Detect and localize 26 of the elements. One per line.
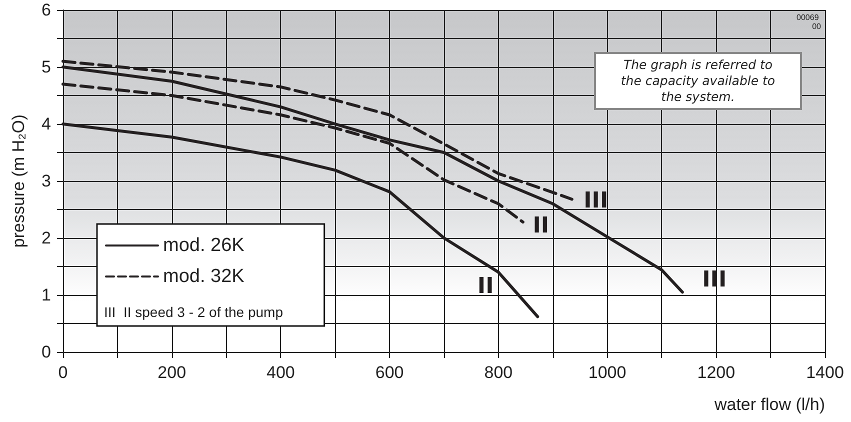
y-tick-label: 2 <box>42 228 51 248</box>
x-tick-label: 1000 <box>588 363 626 382</box>
annotation: III II speed 3 - 2 of the pump <box>104 304 284 320</box>
y-tick-label: 3 <box>42 172 51 190</box>
y-tick-label: 5 <box>42 58 51 76</box>
y-tick-label: 4 <box>42 114 51 134</box>
y-tick-label: 1 <box>42 286 51 304</box>
annotation: III <box>584 188 608 214</box>
y-tick-label: 6 <box>42 0 51 20</box>
y-tick-label: 0 <box>42 342 51 362</box>
x-tick-label: 800 <box>484 363 513 382</box>
x-axis-title: water flow (l/h) <box>713 395 825 414</box>
note-box: The graph is referred to the capacity available to the system. <box>594 52 802 110</box>
legend-label: mod. 32K <box>163 266 245 287</box>
x-tick-label: 1400 <box>806 363 844 382</box>
annotation: 00069 00 <box>796 13 822 31</box>
x-tick-label: 200 <box>158 363 186 382</box>
annotation: II <box>477 274 494 300</box>
x-tick-label: 600 <box>375 363 404 382</box>
annotation: II <box>532 214 550 239</box>
x-tick-label: 1200 <box>697 363 736 382</box>
x-tick-label: 0 <box>58 363 68 382</box>
annotation: The graph is referred to the capacity available to the system. <box>620 57 776 104</box>
x-tick-label: 400 <box>266 363 295 382</box>
y-axis-title: pressure (m H₂O) <box>9 114 28 248</box>
legend-label: mod. 26K <box>163 235 245 256</box>
